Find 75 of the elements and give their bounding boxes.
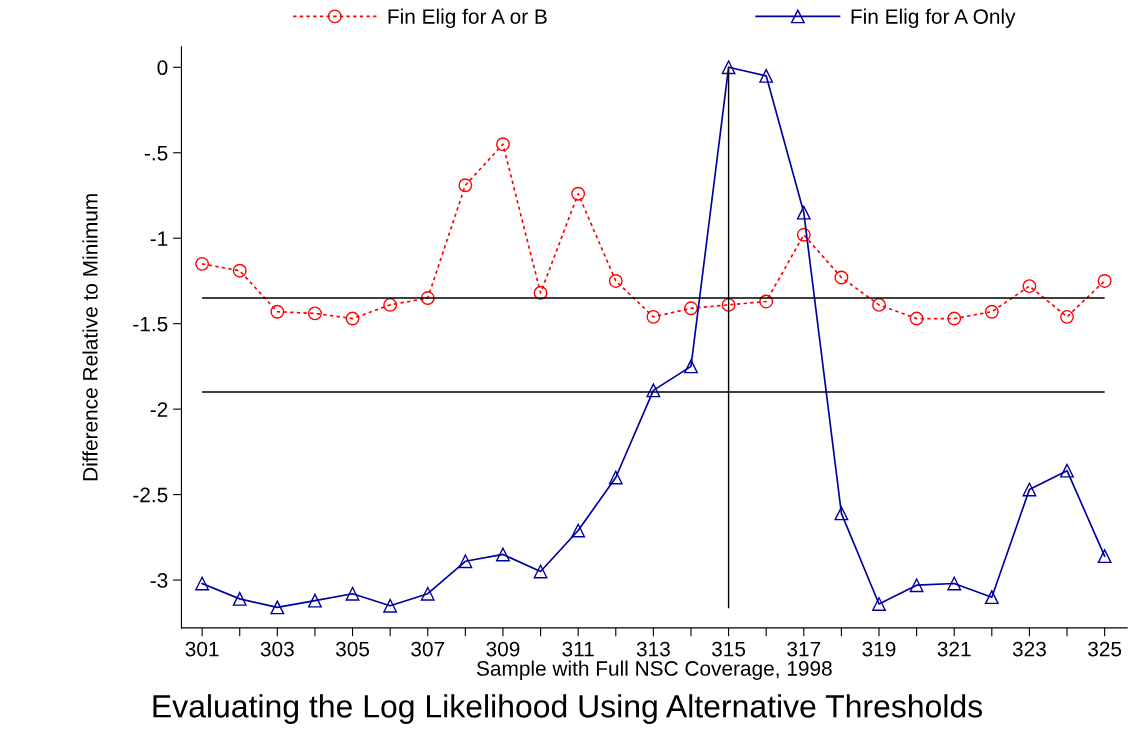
point [608,470,623,485]
point [909,311,924,326]
point [759,68,774,83]
x-tick-label: 307 [411,641,445,657]
point [345,586,360,601]
point [984,590,999,605]
legend-label: Fin Elig for A or B [388,8,547,29]
point [834,270,849,285]
x-axis-title: Sample with Full NSC Coverage, 1998 [476,660,832,680]
point [232,263,247,278]
point [608,274,623,288]
point [1097,274,1112,288]
point [1060,309,1074,324]
point [496,547,510,562]
x-tick-label: 313 [636,641,670,657]
point [872,297,886,312]
point [1097,549,1112,564]
x-tick-label: 303 [260,641,294,657]
y-tick-label: -3 [150,573,168,588]
point [571,523,586,538]
point [420,291,435,305]
y-tick-label: 0 [157,60,168,76]
y-tick-label: -2 [150,402,168,417]
point [496,137,510,152]
point [984,304,999,319]
point [571,186,586,201]
point [796,227,811,242]
y-tick-label: -1 [150,231,168,246]
point [684,301,698,316]
point [721,60,736,75]
x-tick-label: 315 [712,641,746,657]
point [646,383,661,398]
point [307,593,322,608]
point [909,578,924,593]
x-tick-label: 311 [562,641,594,657]
point [796,205,811,220]
point [1022,279,1037,294]
point [872,597,886,611]
point [721,297,736,312]
x-tick-label: 305 [335,641,370,657]
text: Evaluating the Log Likelihood Using Alternative Thresholds [153,694,983,724]
point [383,297,398,312]
x-tick-label: 323 [1012,641,1046,657]
point [834,506,849,521]
legend-label: Fin Elig for A Only [851,8,1016,29]
point [947,576,962,591]
point [270,304,285,319]
x-tick-label: 321 [937,641,971,657]
point [458,178,473,193]
point [646,309,661,324]
point [195,576,210,591]
point [420,586,435,601]
point [1060,463,1074,478]
point [684,359,698,374]
point [458,554,473,569]
point [270,600,285,615]
x-tick-label: 325 [1088,641,1122,657]
y-axis-title: Difference Relative to Minimum [82,194,98,481]
y-tick-label: -.5 [144,145,168,161]
point [232,591,247,606]
point [533,285,548,300]
x-tick-label: 309 [486,641,520,657]
point [947,311,962,326]
point [533,564,548,579]
point [195,256,210,271]
point [383,598,398,613]
point [307,306,322,321]
x-tick-label: 317 [787,641,821,657]
y-tick-label: -1.5 [133,316,168,332]
point [759,294,774,309]
point [345,311,360,326]
point [1022,482,1037,497]
x-tick-label: 319 [862,641,896,657]
x-tick-label: 301 [185,641,219,657]
y-tick-label: -2.5 [133,487,168,503]
